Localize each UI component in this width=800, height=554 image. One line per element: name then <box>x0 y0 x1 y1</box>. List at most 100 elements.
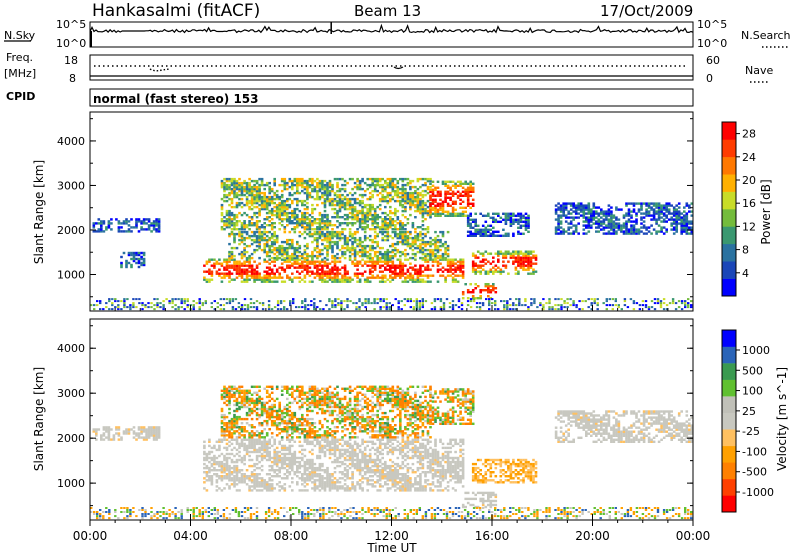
data-cell <box>210 272 214 275</box>
data-cell <box>607 204 611 207</box>
data-cell <box>265 489 269 492</box>
data-cell <box>399 203 402 207</box>
data-cell <box>662 212 666 215</box>
data-cell <box>111 308 114 311</box>
data-cell <box>326 240 329 244</box>
data-cell <box>449 270 452 273</box>
data-cell <box>323 205 327 209</box>
data-cell <box>250 475 254 478</box>
data-cell <box>421 264 425 267</box>
data-cell <box>524 268 528 271</box>
data-cell <box>336 266 339 269</box>
data-cell <box>414 199 417 203</box>
data-cell <box>394 234 397 238</box>
data-cell <box>396 250 400 254</box>
data-cell <box>243 246 246 250</box>
data-cell <box>338 230 342 234</box>
data-cell <box>366 197 369 201</box>
data-cell <box>230 250 234 254</box>
data-cell <box>298 254 302 258</box>
power-colorbar-label: Power [dB] <box>759 179 773 244</box>
data-cell <box>403 304 406 307</box>
data-cell <box>102 426 106 429</box>
data-cell <box>301 306 304 309</box>
data-cell <box>280 224 284 227</box>
data-cell <box>433 300 437 303</box>
data-cell <box>183 300 186 303</box>
data-cell <box>220 181 224 185</box>
data-cell <box>687 302 690 305</box>
cpid-frame <box>89 88 694 107</box>
data-cell <box>353 201 357 205</box>
data-cell <box>384 211 387 215</box>
data-cell <box>258 232 261 236</box>
data-cell <box>120 436 123 439</box>
data-cell <box>690 210 694 213</box>
data-cell <box>386 260 390 263</box>
data-cell <box>469 298 473 301</box>
data-cell <box>114 298 117 301</box>
data-cell <box>385 306 388 309</box>
data-cell <box>316 272 319 275</box>
data-cell <box>527 226 530 229</box>
data-cell <box>223 438 226 441</box>
data-cell <box>587 202 591 205</box>
data-cell <box>461 190 465 193</box>
data-cell <box>283 270 287 273</box>
data-cell <box>487 230 490 233</box>
data-cell <box>258 256 261 260</box>
data-cell <box>283 179 287 183</box>
data-cell <box>273 197 276 201</box>
data-cell <box>391 260 395 263</box>
data-cell <box>142 430 146 433</box>
data-cell <box>213 444 216 448</box>
data-cell <box>399 272 402 275</box>
data-cell <box>449 262 452 265</box>
data-cell <box>351 260 354 263</box>
data-cell <box>333 278 337 281</box>
data-cell <box>644 306 648 309</box>
data-cell <box>431 198 435 201</box>
data-cell <box>389 268 392 271</box>
data-cell <box>288 464 292 468</box>
data-cell <box>412 308 415 311</box>
data-cell <box>376 216 379 219</box>
data-cell <box>245 201 249 205</box>
data-cell <box>265 216 269 219</box>
data-cell <box>243 442 246 446</box>
data-cell <box>253 479 256 482</box>
data-cell <box>348 280 352 283</box>
data-cell <box>640 226 643 229</box>
data-cell <box>381 199 384 203</box>
data-cell <box>363 216 367 219</box>
data-cell <box>469 202 472 205</box>
data-cell <box>524 212 528 215</box>
data-cell <box>253 481 256 484</box>
data-cell <box>635 222 638 225</box>
data-cell <box>416 187 420 191</box>
data-cell <box>147 220 151 223</box>
data-cell <box>497 214 500 217</box>
data-cell <box>245 199 249 203</box>
data-cell <box>223 183 226 187</box>
data-cell <box>429 198 432 201</box>
data-cell <box>685 202 689 205</box>
data-cell <box>261 308 265 311</box>
data-cell <box>381 177 384 181</box>
data-cell <box>431 202 435 205</box>
data-cell <box>316 250 319 254</box>
data-cell <box>424 232 427 236</box>
data-cell <box>607 208 611 211</box>
data-cell <box>396 191 400 195</box>
data-cell <box>215 489 219 492</box>
data-cell <box>391 228 395 231</box>
data-cell <box>396 199 400 203</box>
data-cell <box>489 216 493 219</box>
data-cell <box>137 218 141 221</box>
data-cell <box>434 242 437 246</box>
data-cell <box>296 254 299 258</box>
data-cell <box>397 306 400 309</box>
data-cell <box>331 232 334 236</box>
data-cell <box>230 483 234 486</box>
data-cell <box>632 204 636 207</box>
